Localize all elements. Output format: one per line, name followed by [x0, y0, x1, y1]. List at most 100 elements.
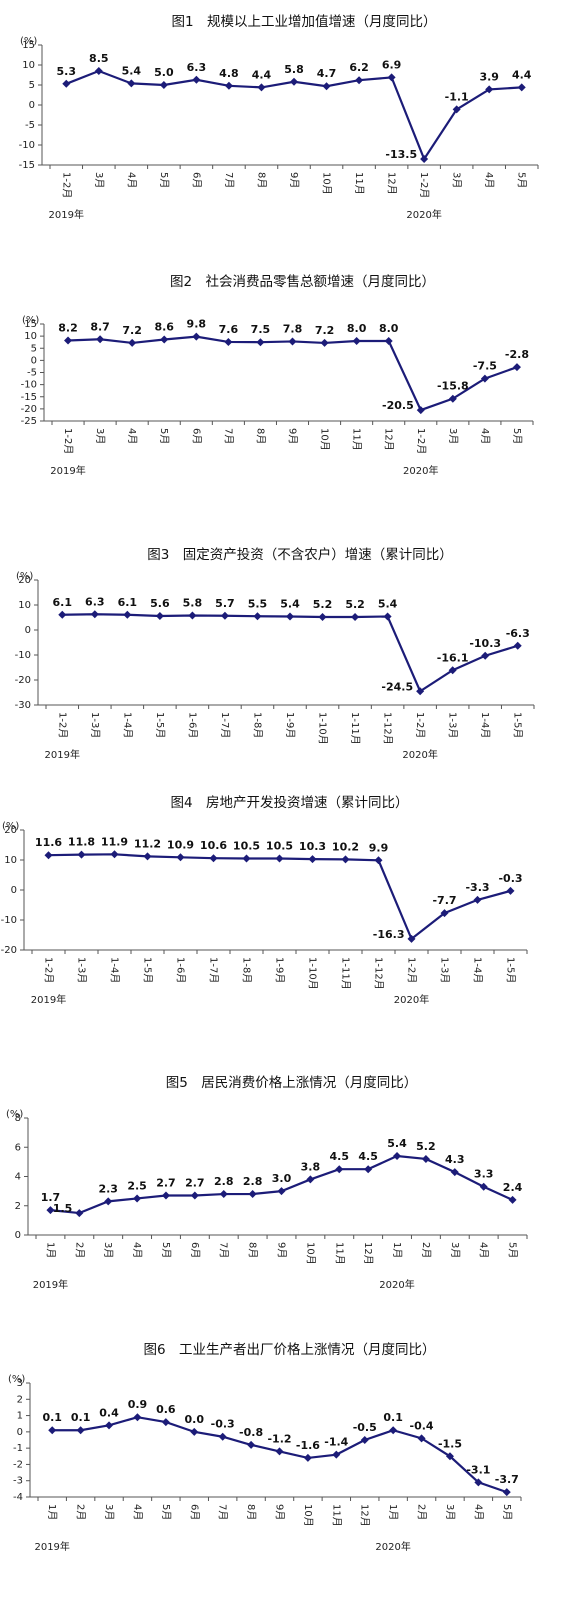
value-label: 11.2	[134, 837, 161, 850]
marker	[155, 612, 164, 620]
value-label: -15.8	[437, 380, 469, 393]
y-unit: (%)	[2, 821, 19, 832]
value-label: 8.0	[379, 322, 399, 335]
y-tick-label: 4	[15, 1172, 21, 1183]
marker	[355, 76, 364, 85]
marker	[161, 1191, 170, 1200]
marker	[322, 82, 331, 91]
value-label: 5.2	[416, 1140, 436, 1153]
y-tick-label: -10	[15, 650, 31, 661]
marker	[286, 612, 294, 621]
value-label: 5.4	[280, 598, 300, 611]
x-tick-label: 5月	[158, 428, 170, 444]
y-tick-label: -10	[21, 380, 37, 391]
marker	[218, 1432, 227, 1441]
value-label: -0.5	[353, 1421, 377, 1434]
x-tick-label: 1-10月	[307, 957, 319, 990]
marker	[257, 83, 266, 92]
x-tick-label: 1-5月	[142, 957, 154, 983]
x-tick-label: 11月	[353, 172, 365, 195]
marker	[485, 85, 494, 94]
x-tick-label: 3月	[93, 172, 105, 188]
value-label: 0.0	[185, 1413, 205, 1426]
marker	[159, 81, 168, 89]
value-label: 5.3	[57, 65, 77, 78]
marker	[247, 1440, 256, 1449]
x-tick-label: 1-9月	[284, 712, 296, 738]
value-label: -0.8	[239, 1426, 263, 1439]
x-tick-label: 5月	[516, 172, 528, 188]
marker	[62, 79, 71, 88]
x-tick-label: 10月	[302, 1504, 314, 1527]
marker	[219, 1190, 228, 1199]
x-tick-label: 2月	[420, 1242, 432, 1258]
marker	[275, 1447, 284, 1456]
x-tick-label: 9月	[276, 1242, 288, 1258]
x-tick-label: 4月	[131, 1504, 143, 1520]
y-tick-label: -5	[27, 368, 37, 379]
marker	[90, 610, 99, 619]
marker	[224, 81, 233, 90]
value-label: 5.4	[387, 1137, 407, 1150]
x-tick-label: 1-4月	[472, 957, 484, 983]
year-label: 2020年	[403, 464, 438, 477]
x-tick-label: 1-2月	[56, 712, 68, 738]
marker	[320, 338, 329, 347]
value-label: -16.1	[437, 651, 469, 664]
x-tick-label: 10月	[319, 428, 331, 451]
y-tick-label: 0	[29, 100, 35, 111]
marker	[110, 850, 119, 859]
marker	[416, 406, 425, 415]
chart-title: 图6 工业生产者出厂价格上涨情况（月度同比）	[143, 1342, 435, 1358]
value-label: -3.3	[465, 881, 489, 894]
value-label: 8.7	[90, 320, 110, 333]
x-tick-label: 1-9月	[274, 957, 286, 983]
y-tick-label: 2	[15, 1201, 21, 1212]
marker	[220, 611, 229, 620]
marker	[76, 1426, 85, 1435]
value-label: 10.5	[233, 840, 260, 853]
value-label: 3.8	[301, 1160, 321, 1173]
x-tick-label: 6月	[189, 1242, 201, 1258]
x-tick-label: 8月	[254, 428, 266, 444]
value-label: -0.4	[410, 1419, 434, 1432]
value-label: -7.5	[473, 360, 497, 373]
x-tick-label: 1-5月	[154, 712, 166, 738]
x-tick-label: 10月	[321, 172, 333, 195]
x-tick-label: 10月	[304, 1242, 316, 1265]
value-label: 0.9	[128, 1398, 148, 1411]
x-tick-label: 1-2月	[43, 957, 55, 983]
marker	[133, 1194, 142, 1203]
marker	[143, 852, 152, 861]
value-label: 0.1	[42, 1411, 62, 1424]
y-unit: (%)	[20, 36, 37, 47]
marker	[508, 1195, 517, 1204]
value-label: 5.0	[154, 66, 174, 79]
x-tick-label: 5月	[511, 428, 523, 444]
year-label: 2019年	[50, 464, 85, 477]
x-tick-label: 1-2月	[418, 172, 430, 198]
value-label: 9.8	[187, 318, 207, 331]
marker	[341, 855, 350, 864]
marker	[389, 1426, 398, 1435]
value-label: -20.5	[382, 399, 414, 412]
x-tick-label: 9月	[274, 1504, 286, 1520]
value-label: 5.2	[313, 598, 333, 611]
value-label: 3.9	[479, 70, 499, 83]
value-label: 0.1	[71, 1411, 91, 1424]
x-tick-label: 4月	[472, 1504, 484, 1520]
marker	[384, 336, 393, 345]
marker	[192, 332, 201, 341]
x-tick-label: 8月	[247, 1242, 259, 1258]
value-label: -1.1	[445, 90, 469, 103]
marker	[308, 855, 317, 864]
value-label: 10.6	[200, 839, 227, 852]
x-tick-label: 5月	[160, 1242, 172, 1258]
marker	[75, 1209, 84, 1218]
value-label: 7.5	[251, 323, 271, 336]
x-tick-label: 3月	[103, 1504, 115, 1520]
marker	[253, 612, 262, 621]
y-tick-label: 1	[17, 1411, 23, 1422]
value-label: -13.5	[385, 148, 417, 161]
value-label: 1.5	[53, 1202, 73, 1215]
